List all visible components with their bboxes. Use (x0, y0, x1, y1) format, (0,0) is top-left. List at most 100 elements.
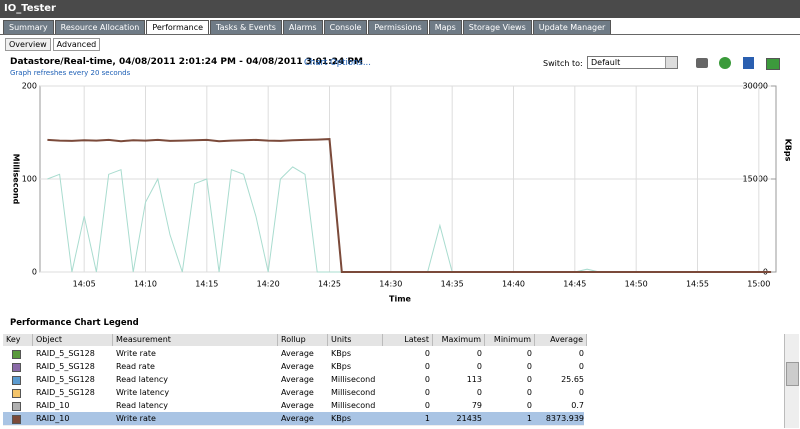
x-tick-label: 14:40 (502, 280, 525, 289)
table-cell: 1 (526, 414, 532, 423)
table-row[interactable]: RAID_5_SG128 Write latency Average Millisec… (3, 386, 584, 400)
chart-options-link[interactable]: Chart Options... (304, 58, 371, 68)
table-cell: Average (281, 414, 314, 423)
column-header[interactable]: Key (3, 334, 33, 346)
table-cell: 0 (526, 362, 532, 371)
table-cell: 21435 (456, 414, 482, 423)
table-cell: 0 (578, 388, 584, 397)
table-row[interactable]: RAID_5_SG128 Read rate Average KBps 0 0 0 0 (3, 360, 584, 374)
table-cell: 113 (466, 375, 482, 384)
y2-tick-label: 15000 (743, 175, 768, 184)
x-tick-label: 14:50 (625, 280, 648, 289)
column-header[interactable]: Rollup (278, 334, 328, 346)
table-cell: KBps (331, 362, 351, 371)
table-cell: 0 (526, 388, 532, 397)
subtab[interactable]: Overview (5, 38, 51, 51)
tab-bar: Summary Resource Allocation Performance Tas… (3, 20, 612, 35)
chart-title: Datastore/Real-time, 04/08/2011 2:01:24 … (10, 57, 363, 67)
tab[interactable]: Console (323, 20, 368, 34)
tab[interactable]: Maps (428, 20, 462, 34)
table-cell: 0 (424, 388, 430, 397)
table-cell: RAID_5_SG128 (36, 375, 95, 384)
key-swatch (12, 402, 21, 411)
print-icon[interactable] (696, 58, 708, 68)
table-cell: Write latency (116, 388, 170, 397)
table-cell: RAID_10 (36, 401, 70, 410)
refresh-note: Graph refreshes every 20 seconds (10, 69, 131, 77)
table-cell: 0 (476, 349, 482, 358)
subtab[interactable]: Advanced (52, 38, 101, 51)
refresh-icon[interactable] (719, 57, 731, 69)
table-cell: RAID_5_SG128 (36, 349, 95, 358)
tab[interactable]: Alarms (282, 20, 323, 34)
table-cell: Read rate (116, 362, 155, 371)
tab[interactable]: Tasks & Events (210, 20, 282, 34)
column-header[interactable]: Units (328, 334, 383, 346)
table-cell: Write rate (116, 414, 156, 423)
table-cell: RAID_10 (36, 414, 70, 423)
x-tick-label: 14:30 (379, 280, 402, 289)
table-cell: 0 (526, 375, 532, 384)
table-cell: 0 (424, 362, 430, 371)
y-tick-label: 100 (22, 175, 37, 184)
table-cell: 0 (476, 388, 482, 397)
column-header[interactable]: Minimum (485, 334, 535, 346)
table-cell: 0 (424, 349, 430, 358)
series-line (47, 138, 772, 273)
tab[interactable]: Resource Allocation (54, 20, 146, 34)
column-header[interactable]: Measurement (113, 334, 278, 346)
chart: Millisecond KBps Time 010020001500030000… (12, 82, 793, 304)
table-row[interactable]: RAID_10 Write rate Average KBps 1 21435 1 8373.… (3, 412, 584, 426)
tab[interactable]: Update Manager (532, 20, 612, 34)
x-tick-label: 14:55 (686, 280, 709, 289)
table-cell: 8373.939 (545, 414, 584, 423)
key-swatch (12, 376, 21, 385)
table-row[interactable]: RAID_10 Read latency Average Millisecond 0 79… (3, 399, 584, 413)
x-tick-label: 14:45 (563, 280, 586, 289)
table-cell: 0.7 (571, 401, 584, 410)
table-cell: Average (281, 401, 314, 410)
table-cell: Read latency (116, 401, 169, 410)
table-cell: KBps (331, 414, 351, 423)
table-cell: Millisecond (331, 401, 376, 410)
save-icon[interactable] (743, 57, 754, 69)
switch-select[interactable]: Default (587, 56, 678, 69)
key-swatch (12, 350, 21, 359)
switch-label: Switch to: (543, 59, 583, 68)
key-swatch (12, 415, 21, 424)
table-cell: 0 (578, 349, 584, 358)
legend-title: Performance Chart Legend (10, 318, 139, 328)
table-cell: 0 (526, 401, 532, 410)
column-header[interactable]: Average (535, 334, 587, 346)
table-cell: RAID_5_SG128 (36, 362, 95, 371)
column-header[interactable]: Latest (383, 334, 433, 346)
key-swatch (12, 363, 21, 372)
table-cell: Average (281, 362, 314, 371)
table-row[interactable]: RAID_5_SG128 Read latency Average Milliseco… (3, 373, 584, 387)
scroll-thumb[interactable] (786, 362, 799, 386)
table-cell: 0 (526, 349, 532, 358)
table-cell: RAID_5_SG128 (36, 388, 95, 397)
table-cell: KBps (331, 349, 351, 358)
subtab-bar: Overview Advanced (5, 38, 102, 51)
table-cell: Average (281, 349, 314, 358)
table-cell: Write rate (116, 349, 156, 358)
column-header[interactable]: Object (33, 334, 113, 346)
column-header[interactable]: Maximum (433, 334, 485, 346)
tab[interactable]: Summary (3, 20, 54, 34)
table-cell: Millisecond (331, 388, 376, 397)
x-tick-label: 14:25 (318, 280, 341, 289)
y-axis-label: Millisecond (12, 154, 21, 205)
table-cell: 25.65 (561, 375, 584, 384)
tab[interactable]: Permissions (368, 20, 428, 34)
table-cell: 0 (476, 362, 482, 371)
table-cell: 0 (578, 362, 584, 371)
popout-icon[interactable] (766, 58, 780, 70)
table-cell: 0 (424, 401, 430, 410)
tab[interactable]: Storage Views (462, 20, 532, 34)
x-tick-label: 14:10 (134, 280, 157, 289)
table-row[interactable]: RAID_5_SG128 Write rate Average KBps 0 0 0 0 (3, 347, 584, 361)
scrollbar[interactable] (784, 334, 799, 428)
table-cell: Average (281, 375, 314, 384)
tab[interactable]: Performance (146, 20, 210, 35)
